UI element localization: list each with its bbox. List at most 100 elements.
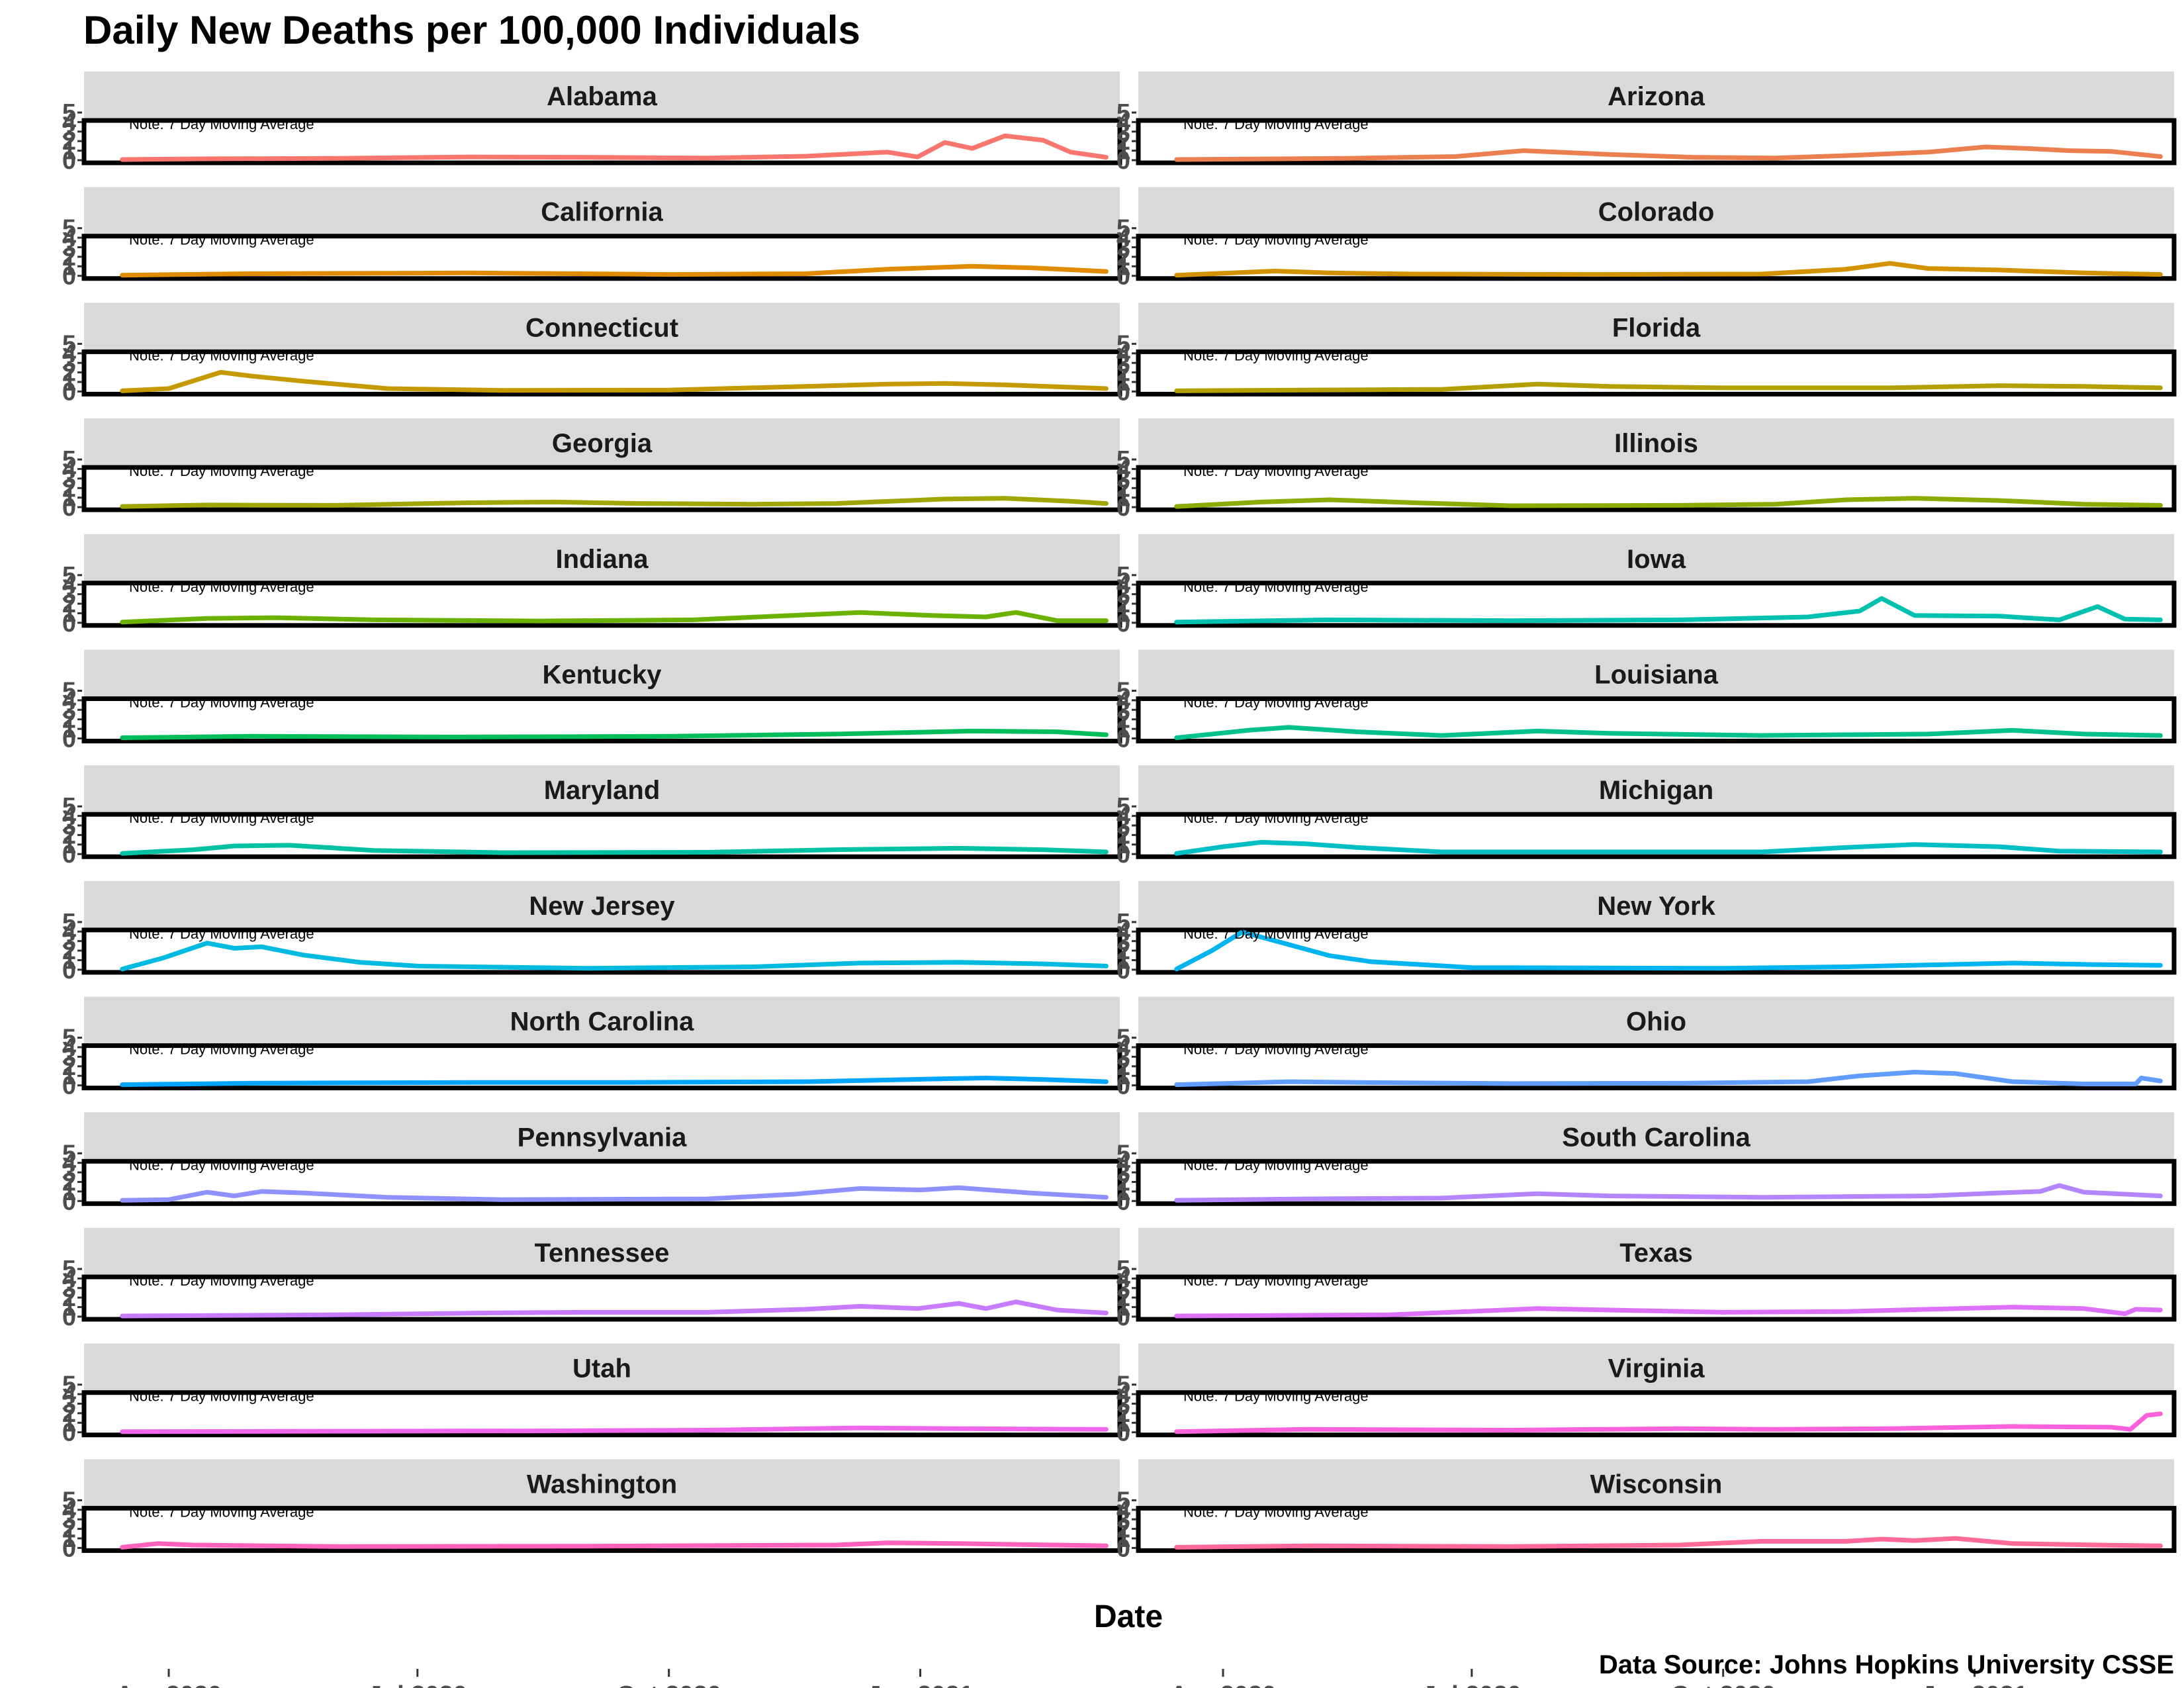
y-tick-label: 1 bbox=[62, 716, 76, 743]
series-line-ohio bbox=[1174, 1070, 2163, 1088]
y-tick-label: 1 bbox=[62, 947, 76, 975]
series-line-virginia bbox=[1174, 1411, 2163, 1434]
strip-background bbox=[84, 418, 1120, 468]
y-tick-label: 4 bbox=[1116, 1265, 1130, 1293]
y-tick-label: 3 bbox=[1116, 812, 1130, 840]
strip-background bbox=[1138, 649, 2174, 699]
y-tick-label: 4 bbox=[1116, 571, 1130, 599]
y-tick-label: 5 bbox=[1116, 1372, 1130, 1399]
y-tick-label: 4 bbox=[62, 918, 76, 946]
y-tick-label: 4 bbox=[62, 1034, 76, 1062]
y-tick-label: 0 bbox=[1116, 610, 1130, 637]
y-tick-label: 3 bbox=[1116, 1159, 1130, 1187]
y-tick-label: 5 bbox=[1116, 215, 1130, 243]
moving-average-note: Note: 7 Day Moving Average bbox=[1183, 694, 1369, 711]
moving-average-note: Note: 7 Day Moving Average bbox=[1183, 810, 1369, 826]
series-line-new-york bbox=[1174, 929, 2163, 972]
series-line-maryland bbox=[120, 843, 1109, 856]
moving-average-note: Note: 7 Day Moving Average bbox=[129, 116, 314, 132]
strip-label-connecticut: Connecticut bbox=[525, 313, 678, 342]
x-tick-label: Apr 2020 bbox=[1170, 1681, 1277, 1688]
series-line-south-carolina bbox=[1174, 1183, 2163, 1203]
y-tick-label: 4 bbox=[62, 803, 76, 831]
y-tick-label: 4 bbox=[1116, 1497, 1130, 1524]
y-tick-label: 1 bbox=[1116, 831, 1130, 859]
strip-background bbox=[1138, 1112, 2174, 1162]
y-tick-label: 2 bbox=[1116, 706, 1130, 734]
y-tick-label: 2 bbox=[62, 1516, 76, 1544]
strip-label-south-carolina: South Carolina bbox=[1562, 1123, 1751, 1152]
strip-background bbox=[84, 1112, 1120, 1162]
y-tick-label: 4 bbox=[1116, 224, 1130, 252]
strip-label-alabama: Alabama bbox=[547, 82, 657, 111]
y-tick-label: 1 bbox=[62, 369, 76, 397]
y-tick-label: 0 bbox=[62, 147, 76, 175]
series-line-pennsylvania bbox=[120, 1185, 1109, 1203]
strip-background bbox=[84, 649, 1120, 699]
y-tick-label: 0 bbox=[62, 957, 76, 984]
y-tick-label: 1 bbox=[1116, 1294, 1130, 1322]
moving-average-note: Note: 7 Day Moving Average bbox=[1183, 925, 1369, 942]
y-tick-label: 5 bbox=[1116, 99, 1130, 127]
y-tick-label: 0 bbox=[62, 263, 76, 291]
y-tick-label: 2 bbox=[62, 475, 76, 502]
moving-average-note: Note: 7 Day Moving Average bbox=[129, 925, 314, 942]
y-tick-label: 1 bbox=[62, 600, 76, 628]
moving-average-note: Note: 7 Day Moving Average bbox=[1183, 463, 1369, 479]
strip-label-colorado: Colorado bbox=[1598, 198, 1715, 227]
y-tick-label: 5 bbox=[62, 793, 76, 821]
y-tick-label: 1 bbox=[62, 138, 76, 165]
x-tick-label: Apr 2020 bbox=[116, 1681, 222, 1688]
strip-label-kentucky: Kentucky bbox=[542, 661, 662, 690]
y-tick-label: 5 bbox=[1116, 1025, 1130, 1053]
y-tick-label: 4 bbox=[1116, 687, 1130, 715]
y-tick-label: 5 bbox=[1116, 1140, 1130, 1168]
y-tick-label: 1 bbox=[62, 1062, 76, 1090]
y-tick-label: 0 bbox=[62, 1419, 76, 1447]
y-tick-label: 4 bbox=[1116, 1381, 1130, 1409]
series-line-new-jersey bbox=[120, 941, 1109, 972]
moving-average-note: Note: 7 Day Moving Average bbox=[1183, 1041, 1369, 1058]
y-tick-label: 3 bbox=[62, 350, 76, 377]
plot-area bbox=[81, 1274, 1122, 1322]
y-tick-label: 4 bbox=[62, 1497, 76, 1524]
series-line-texas bbox=[1174, 1305, 2163, 1319]
strip-background bbox=[1138, 880, 2174, 930]
strip-label-tennessee: Tennessee bbox=[535, 1239, 670, 1268]
y-tick-label: 4 bbox=[1116, 1150, 1130, 1178]
strip-background bbox=[84, 534, 1120, 583]
y-tick-label: 4 bbox=[1116, 1034, 1130, 1062]
series-line-alabama bbox=[120, 133, 1109, 162]
y-tick-label: 5 bbox=[62, 1487, 76, 1515]
y-tick-label: 3 bbox=[1116, 350, 1130, 377]
y-tick-label: 1 bbox=[62, 1294, 76, 1322]
y-tick-label: 3 bbox=[1116, 465, 1130, 493]
y-tick-label: 3 bbox=[1116, 1043, 1130, 1071]
strip-label-louisiana: Louisiana bbox=[1594, 661, 1718, 690]
y-tick-label: 4 bbox=[1116, 456, 1130, 484]
y-tick-label: 0 bbox=[1116, 263, 1130, 291]
series-line-wisconsin bbox=[1174, 1536, 2163, 1550]
y-tick-label: 3 bbox=[62, 928, 76, 956]
series-line-colorado bbox=[1174, 261, 2163, 278]
moving-average-note: Note: 7 Day Moving Average bbox=[1183, 232, 1369, 248]
y-tick-label: 0 bbox=[1116, 1419, 1130, 1447]
y-tick-label: 0 bbox=[62, 1534, 76, 1562]
y-tick-label: 3 bbox=[62, 1043, 76, 1071]
moving-average-note: Note: 7 Day Moving Average bbox=[1183, 1272, 1369, 1289]
y-tick-label: 0 bbox=[62, 610, 76, 637]
x-axis-col-2: Apr 2020 Jul 2020 Oct 2020 Jan 2021 bbox=[1170, 1669, 2028, 1688]
strip-background bbox=[1138, 1343, 2174, 1393]
y-tick-label: 0 bbox=[62, 1072, 76, 1100]
y-tick-label: 0 bbox=[62, 1303, 76, 1331]
